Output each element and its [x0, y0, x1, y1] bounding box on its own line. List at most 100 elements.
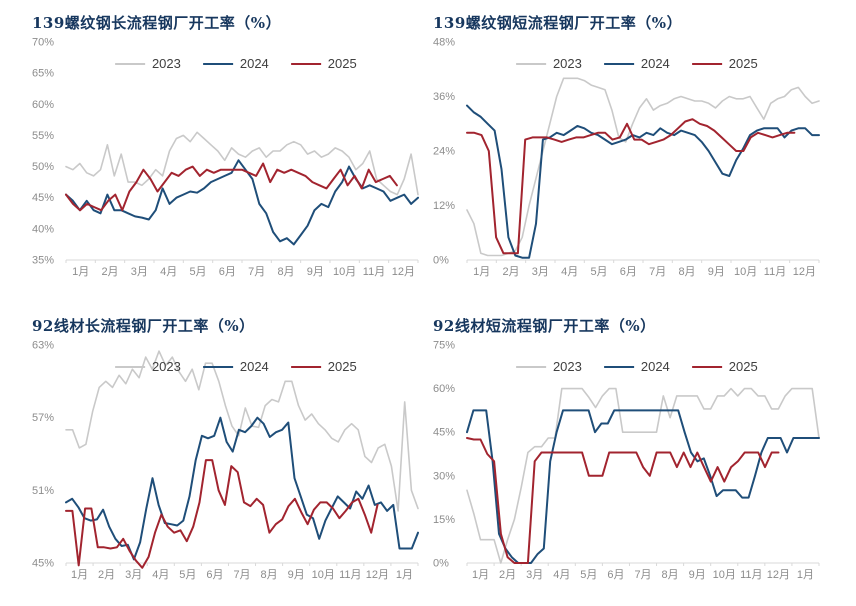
legend-swatch-2025: [691, 62, 722, 65]
x-tick-label: 3月: [125, 569, 142, 581]
legend-wirerod-long: 2023 2024 2025: [114, 359, 357, 374]
x-tick-label: 7月: [634, 569, 651, 581]
series-line-2023: [466, 77, 820, 257]
y-tick-label: 60%: [433, 383, 455, 395]
x-tick-label: 2月: [101, 266, 118, 278]
x-tick-label: 11月: [740, 569, 762, 581]
x-tick-label: 5月: [590, 266, 607, 278]
y-tick-label: 45%: [32, 192, 54, 204]
x-tick-label: 11月: [339, 569, 361, 581]
x-tick-label: 4月: [553, 569, 570, 581]
legend-swatch-2024: [603, 62, 634, 65]
x-tick-label: 7月: [248, 266, 265, 278]
y-tick-label: 15%: [433, 514, 455, 526]
legend-swatch-2023: [515, 62, 546, 65]
x-tick-label: 1月: [71, 569, 88, 581]
y-tick-label: 70%: [32, 37, 54, 49]
legend-swatch-2025: [290, 62, 321, 65]
x-tick-label: 7月: [649, 266, 666, 278]
series-line-2024: [466, 409, 820, 564]
legend-swatch-2024: [202, 365, 233, 368]
x-tick-label: 12月: [793, 266, 816, 278]
series-line-2023: [466, 387, 820, 564]
x-tick-label: 2月: [499, 569, 516, 581]
line-chart-wirerod-short: 75% 60% 45% 30% 15% 0% 1月 2月 3月 4月 5月 6月 7月 8月 9月 10月 11…: [433, 340, 820, 581]
x-tick-label: 3月: [532, 266, 549, 278]
series-line-2025: [65, 459, 379, 569]
plot-area-wirerod-short: 75% 60% 45% 30% 15% 0% 1月 2月 3月 4月 5月 6月 7月 8月 9月 10月 11…: [433, 339, 825, 589]
chart-cell-rebar-long: 139螺纹钢长流程钢厂开工率（%） 70% 65% 60% 55% 50% 45% 40% 3…: [0, 0, 428, 303]
x-tick-label: 10月: [713, 569, 736, 581]
x-tick-label: 6月: [607, 569, 624, 581]
series-line-2025: [466, 437, 780, 564]
x-tick-label: 3月: [131, 266, 148, 278]
legend-item-2024: 2024: [603, 56, 670, 71]
x-tick-label: 8月: [277, 266, 294, 278]
y-tick-label: 51%: [32, 485, 54, 497]
x-tick-label: 10月: [333, 266, 356, 278]
legend-item-2023: 2023: [114, 56, 181, 71]
x-tick-label: 12月: [366, 569, 389, 581]
legend-swatch-2025: [290, 365, 321, 368]
series-line-2024: [65, 416, 419, 561]
series-line-2025: [65, 162, 398, 212]
chart-title-rebar-short: 139螺纹钢短流程钢厂开工率（%）: [433, 14, 683, 32]
y-tick-label: 60%: [32, 99, 54, 111]
series-line-2023: [65, 350, 419, 512]
x-tick-label: 9月: [288, 569, 305, 581]
x-tick-label: 5月: [189, 266, 206, 278]
x-tick-label: 8月: [678, 266, 695, 278]
x-tick-label: 6月: [219, 266, 236, 278]
plot-area-wirerod-long: 63% 57% 51% 45% 1月 2月 3月 4月 5月 6月 7月 8月 9月 10月 11月 12月 1…: [32, 339, 424, 589]
y-tick-label: 30%: [433, 470, 455, 482]
legend-label-2023: 2023: [552, 359, 582, 374]
legend-label-2024: 2024: [640, 56, 670, 71]
chart-cell-wirerod-short: 92线材短流程钢厂开工率（%） 75% 60% 45% 30% 15% 0% 1月 2月 3月 4…: [428, 303, 856, 606]
legend-item-2024: 2024: [202, 359, 269, 374]
y-tick-label: 40%: [32, 223, 54, 235]
y-tick-label: 55%: [32, 130, 54, 142]
y-tick-label: 0%: [433, 558, 449, 570]
plot-area-rebar-long: 70% 65% 60% 55% 50% 45% 40% 35% 1月 2月 3月 4月 5月 6月 7月 8月…: [32, 36, 424, 286]
x-tick-label: 3月: [526, 569, 543, 581]
y-tick-label: 48%: [433, 37, 455, 49]
x-tick-label: 12月: [392, 266, 415, 278]
y-tick-label: 36%: [433, 91, 455, 103]
legend-rebar-short: 2023 2024 2025: [515, 56, 758, 71]
legend-label-2023: 2023: [151, 56, 181, 71]
line-chart-rebar-long: 70% 65% 60% 55% 50% 45% 40% 35% 1月 2月 3月 4月 5月 6月 7月 8月…: [32, 37, 419, 278]
y-tick-label: 0%: [433, 255, 449, 267]
chart-title-wirerod-short: 92线材短流程钢厂开工率（%）: [433, 317, 656, 335]
legend-label-2025: 2025: [728, 56, 758, 71]
series-line-2024: [466, 104, 820, 259]
line-chart-wirerod-long: 63% 57% 51% 45% 1月 2月 3月 4月 5月 6月 7月 8月 9月 10月 11月 12月 1…: [32, 340, 419, 581]
series-line-2023: [65, 131, 419, 196]
x-tick-label: 9月: [708, 266, 725, 278]
legend-item-2024: 2024: [603, 359, 670, 374]
legend-label-2023: 2023: [552, 56, 582, 71]
legend-label-2025: 2025: [327, 359, 357, 374]
legend-label-2023: 2023: [151, 359, 181, 374]
x-tick-label: 8月: [662, 569, 679, 581]
x-tick-label: 2月: [98, 569, 115, 581]
legend-swatch-2023: [114, 365, 145, 368]
chart-cell-rebar-short: 139螺纹钢短流程钢厂开工率（%） 48% 36% 24% 12% 0% 1月 2月 3月 4月…: [428, 0, 856, 303]
legend-rebar-long: 2023 2024 2025: [114, 56, 357, 71]
series-line-2025: [466, 118, 796, 255]
legend-item-2023: 2023: [114, 359, 181, 374]
x-tick-label: 1月: [72, 266, 89, 278]
y-tick-label: 65%: [32, 68, 54, 80]
x-tick-label: 1月: [797, 569, 814, 581]
legend-label-2024: 2024: [239, 359, 269, 374]
x-tick-label: 10月: [734, 266, 757, 278]
legend-swatch-2025: [691, 365, 722, 368]
y-tick-label: 50%: [32, 161, 54, 173]
legend-item-2025: 2025: [290, 56, 357, 71]
legend-swatch-2024: [202, 62, 233, 65]
chart-title-wirerod-long: 92线材长流程钢厂开工率（%）: [32, 317, 255, 335]
x-tick-label: 5月: [580, 569, 597, 581]
x-tick-label: 4月: [160, 266, 177, 278]
y-tick-label: 75%: [433, 340, 455, 352]
y-tick-label: 45%: [433, 427, 455, 439]
x-tick-label: 9月: [307, 266, 324, 278]
